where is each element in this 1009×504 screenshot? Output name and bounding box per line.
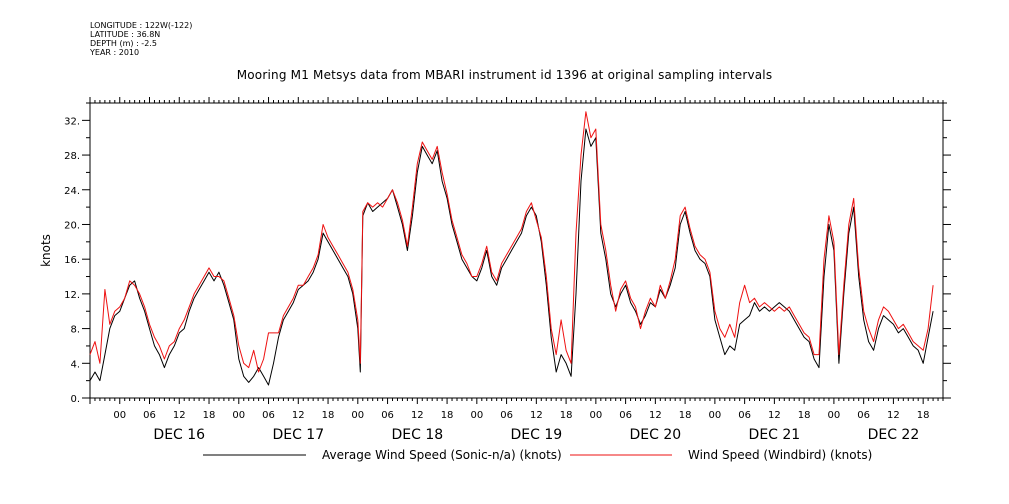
x-hour-label: 06	[381, 410, 394, 421]
x-hour-label: 18	[917, 410, 930, 421]
x-hour-label: 18	[798, 410, 811, 421]
y-tick-label: 16.	[64, 255, 80, 266]
y-tick-label: 28.	[64, 151, 80, 162]
x-day-label: DEC 20	[630, 427, 682, 443]
y-axis-title: knots	[39, 234, 53, 267]
depth-text: DEPTH (m) : -2.5	[90, 39, 157, 48]
year-text: YEAR : 2010	[90, 48, 140, 57]
y-tick-label: 12.	[64, 290, 80, 301]
x-hour-label: 12	[887, 410, 900, 421]
x-hour-label: 18	[203, 410, 216, 421]
x-day-label: DEC 16	[153, 427, 205, 443]
legend-label: Wind Speed (Windbird) (knots)	[688, 448, 872, 462]
x-hour-label: 18	[679, 410, 692, 421]
series-layer	[89, 111, 934, 386]
y-tick-label: 0.	[70, 394, 80, 405]
x-hour-label: 00	[828, 410, 841, 421]
labels-group: 0. 4. 8. 12. 16. 20. 24. 28. 32. 00 06 12 18 00 06 12 18…	[39, 116, 930, 443]
x-hour-label: 00	[351, 410, 364, 421]
x-hour-label: 12	[768, 410, 781, 421]
x-hour-label: 00	[232, 410, 245, 421]
x-hour-label: 06	[738, 410, 751, 421]
x-hour-label: 12	[292, 410, 305, 421]
x-hour-label: 00	[470, 410, 483, 421]
x-hour-label: 00	[589, 410, 602, 421]
x-hour-label: 06	[857, 410, 870, 421]
x-hour-label: 18	[322, 410, 335, 421]
x-day-label: DEC 17	[272, 427, 324, 443]
latitude-text: LATITUDE : 36.8N	[90, 30, 161, 39]
x-hour-label: 18	[441, 410, 454, 421]
legend: Average Wind Speed (Sonic-n/a) (knots) Wi…	[203, 448, 872, 462]
x-day-label: DEC 22	[868, 427, 920, 443]
chart-title: Mooring M1 Metsys data from MBARI instru…	[236, 68, 773, 82]
x-hour-label: 06	[262, 410, 275, 421]
y-tick-label: 8.	[70, 325, 80, 336]
x-hour-label: 12	[649, 410, 662, 421]
y-tick-label: 4.	[70, 359, 80, 370]
x-hour-label: 12	[530, 410, 543, 421]
legend-label: Average Wind Speed (Sonic-n/a) (knots)	[322, 448, 562, 462]
y-tick-label: 20.	[64, 220, 80, 231]
y-tick-label: 24.	[64, 186, 80, 197]
x-hour-label: 12	[173, 410, 186, 421]
x-hour-label: 00	[113, 410, 126, 421]
x-day-label: DEC 21	[749, 427, 801, 443]
y-tick-label: 32.	[64, 116, 80, 127]
x-hour-label: 18	[560, 410, 573, 421]
series-line-windbird-wind-speed	[89, 111, 934, 373]
x-day-label: DEC 18	[391, 427, 443, 443]
axes-group	[82, 97, 951, 404]
x-hour-label: 12	[411, 410, 424, 421]
longitude-text: LONGITUDE : 122W(-122)	[90, 21, 193, 30]
plot-frame	[89, 102, 944, 399]
x-hour-label: 06	[619, 410, 632, 421]
series-line-average-wind-speed	[89, 128, 934, 386]
x-hour-label: 06	[143, 410, 156, 421]
x-day-label: DEC 19	[511, 427, 563, 443]
x-hour-label: 06	[500, 410, 513, 421]
metadata-block: LONGITUDE : 122W(-122) LATITUDE : 36.8N …	[90, 21, 192, 57]
x-hour-label: 00	[709, 410, 722, 421]
